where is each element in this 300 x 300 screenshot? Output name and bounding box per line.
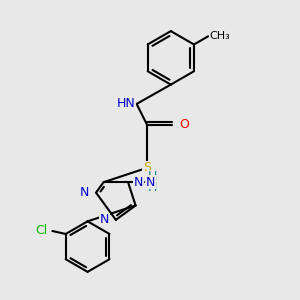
Text: N: N — [134, 176, 143, 189]
Text: H: H — [148, 170, 158, 183]
Text: O: O — [179, 118, 189, 131]
Text: HN: HN — [116, 98, 135, 110]
Text: N: N — [100, 213, 109, 226]
Text: CH₃: CH₃ — [210, 31, 230, 41]
Text: H: H — [148, 181, 158, 194]
Text: Cl: Cl — [36, 224, 48, 238]
Text: N: N — [146, 176, 156, 189]
Text: S: S — [143, 161, 151, 174]
Text: N: N — [80, 186, 89, 199]
